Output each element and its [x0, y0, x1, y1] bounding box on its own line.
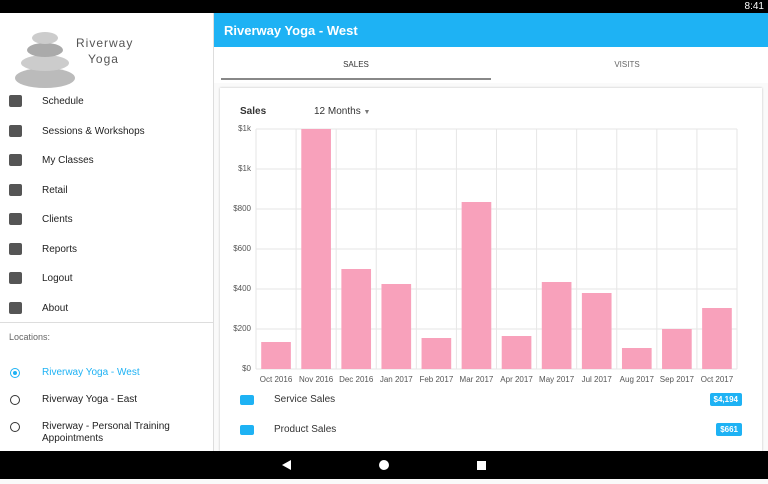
period-dropdown[interactable]: 12 Months ▼: [314, 106, 371, 117]
back-button[interactable]: [282, 460, 291, 470]
location-radio[interactable]: [10, 395, 20, 405]
x-tick-label: May 2017: [539, 375, 575, 384]
summary-label: Service Sales: [274, 394, 336, 405]
x-tick-label: Mar 2017: [460, 375, 494, 384]
y-tick-label: $200: [233, 324, 251, 333]
tab-bar: [214, 47, 768, 83]
menu-item[interactable]: Logout: [42, 273, 73, 284]
x-tick-label: Dec 2016: [339, 375, 374, 384]
location-radio[interactable]: [10, 422, 20, 432]
radio-dot: [13, 371, 17, 375]
menu-item[interactable]: Clients: [42, 214, 73, 225]
summary-icon: [240, 395, 254, 405]
x-tick-label: Nov 2016: [299, 375, 334, 384]
menu-icon: [9, 183, 22, 196]
locations-label: Locations:: [9, 332, 51, 342]
time: 8:41: [744, 1, 764, 12]
bar: [702, 308, 732, 369]
x-tick-label: Jan 2017: [380, 375, 413, 384]
x-tick-label: Oct 2016: [260, 375, 293, 384]
bar: [381, 284, 412, 369]
recents-button[interactable]: [477, 461, 486, 470]
bar: [541, 282, 572, 369]
x-tick-label: Sep 2017: [660, 375, 695, 384]
bar: [621, 348, 652, 369]
location-item[interactable]: Riverway Yoga - East: [42, 394, 138, 405]
card-title: Sales: [240, 106, 267, 117]
bar: [261, 342, 291, 369]
home-button[interactable]: [379, 460, 389, 470]
nav-bar: [0, 451, 768, 479]
menu-icon: [9, 272, 22, 284]
location-radio[interactable]: [10, 368, 20, 378]
y-tick-label: $800: [233, 204, 251, 213]
x-tick-label: Oct 2017: [701, 375, 734, 384]
bar: [581, 293, 612, 369]
divider: [0, 322, 213, 323]
x-tick-label: Apr 2017: [500, 375, 533, 384]
menu-icon: [9, 154, 22, 166]
menu-item[interactable]: Reports: [42, 243, 78, 255]
y-tick-label: $0: [242, 364, 251, 373]
logo-text: Riverway: [76, 36, 134, 50]
bar: [301, 129, 331, 369]
summary-icon: [240, 425, 254, 435]
menu-icon: [9, 242, 22, 255]
bar: [341, 269, 372, 369]
bar: [662, 329, 692, 369]
x-tick-label: Aug 2017: [620, 375, 655, 384]
status-bar: 8:41: [0, 0, 768, 13]
x-tick-label: Feb 2017: [419, 375, 453, 384]
chart: $0 $200 $400 $600 $800 $1k $1k Oct 2016 Nov 2016…: [233, 124, 738, 384]
tab[interactable]: VISITS: [614, 60, 640, 69]
drawer: Riverway Yoga Schedule Sessions & Worksho…: [0, 13, 214, 451]
sales-card: Sales 12 Months ▼ $0 $200 $400 $600 $800 $1k $…: [220, 88, 762, 451]
location-item[interactable]: Riverway Yoga - West: [42, 367, 140, 378]
nav-buttons: [282, 460, 486, 470]
menu-item[interactable]: Sessions & Workshops: [42, 125, 145, 137]
menu-icon: [9, 124, 22, 137]
menu-icon: [9, 301, 22, 314]
bar: [501, 336, 532, 369]
bar: [421, 338, 452, 369]
tab[interactable]: SALES: [221, 47, 491, 80]
menu-item[interactable]: About: [42, 302, 69, 314]
location-item[interactable]: Riverway - Personal Training Appointment…: [42, 421, 170, 444]
logo-image: [15, 32, 75, 88]
menu-item[interactable]: My Classes: [42, 155, 94, 166]
menu-item[interactable]: Schedule: [42, 96, 84, 107]
summary-value: $4,194: [709, 393, 742, 406]
menu-item[interactable]: Retail: [42, 184, 68, 196]
y-tick-label: $600: [233, 244, 251, 253]
period-text: 12 Months: [314, 106, 361, 117]
logo-text: Yoga: [88, 52, 119, 66]
x-tick-label: Jul 2017: [582, 375, 613, 384]
menu-icon: [9, 95, 22, 107]
y-tick-label: $400: [233, 284, 251, 293]
summary-label: Product Sales: [274, 424, 337, 435]
y-tick-label: $1k: [238, 164, 252, 173]
summary-value: $661: [716, 423, 742, 436]
app-bar: Riverway Yoga - West: [214, 13, 768, 47]
app-title: Riverway Yoga - West: [224, 23, 358, 38]
menu-icon: [9, 213, 22, 225]
bar: [461, 202, 492, 369]
y-tick-label: $1k: [238, 124, 252, 133]
